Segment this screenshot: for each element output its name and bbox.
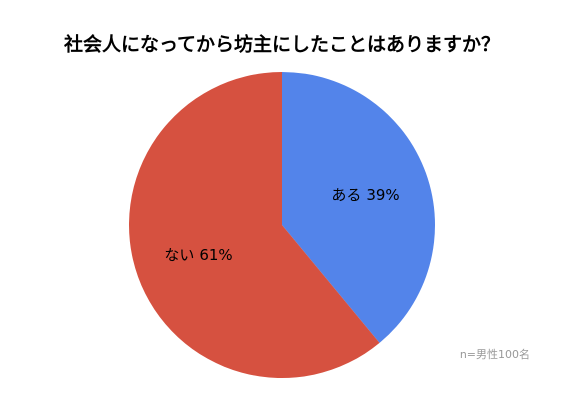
category-label: ない <box>164 246 194 264</box>
chart-title: 社会人になってから坊主にしたことはありますか？ <box>63 33 500 56</box>
slice-label: ない 61% <box>164 246 232 264</box>
pie-slice <box>282 72 436 343</box>
pie-slice <box>128 72 380 378</box>
slice-label: ある 39% <box>331 185 399 203</box>
value-label: 39% <box>366 185 399 203</box>
value-label: 61% <box>199 246 232 264</box>
category-label: ある <box>331 185 361 203</box>
annotation: n=男性100名 <box>460 347 530 361</box>
